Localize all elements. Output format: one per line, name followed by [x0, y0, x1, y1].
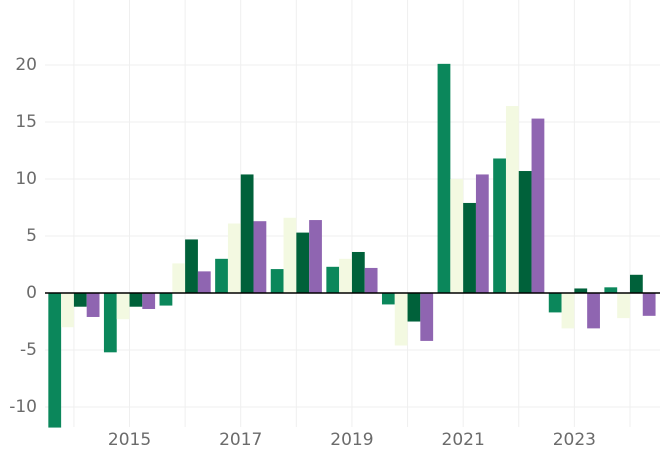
bar: [407, 293, 421, 322]
bar: [103, 293, 117, 353]
bar: [48, 293, 62, 428]
bar: [61, 293, 74, 328]
bar: [561, 293, 575, 329]
bar: [227, 223, 241, 294]
bar: [381, 293, 395, 305]
bar: [185, 239, 198, 294]
bar: [270, 269, 284, 294]
bar: [215, 258, 228, 294]
x-tick-label: 2015: [108, 430, 151, 450]
x-tick-label: 2017: [219, 430, 262, 450]
bar: [617, 293, 630, 319]
bar: [574, 288, 588, 294]
x-tick-label: 2023: [553, 430, 596, 450]
bar: [73, 293, 87, 307]
bar: [253, 221, 267, 294]
bar: [642, 293, 656, 316]
bar: [587, 293, 600, 329]
bar: [339, 258, 352, 294]
bar: [463, 202, 476, 294]
bar: [142, 293, 156, 309]
bar: [604, 287, 618, 294]
bar: [116, 293, 130, 320]
bar: [240, 174, 254, 294]
bar: [437, 63, 451, 294]
x-tick-label: 2019: [330, 430, 373, 450]
bar: [309, 220, 322, 294]
bar: [394, 293, 408, 346]
bar: [86, 293, 100, 317]
bar: [296, 232, 310, 294]
y-tick-label: 15: [15, 112, 37, 132]
bar: [629, 274, 643, 294]
y-tick-label: -10: [9, 397, 37, 417]
bar: [475, 174, 489, 294]
bar: [531, 118, 545, 294]
bar: [283, 217, 297, 294]
bar: [493, 158, 506, 294]
bar: [326, 266, 340, 294]
bar: [505, 106, 519, 294]
bar: [351, 251, 365, 294]
x-tick-label: 2021: [442, 430, 485, 450]
bar: [450, 179, 464, 294]
bar: [548, 293, 562, 313]
bar: [197, 271, 211, 294]
bar: [518, 171, 532, 294]
bar: [420, 293, 434, 341]
y-tick-label: 20: [15, 55, 37, 75]
y-tick-label: 0: [26, 283, 37, 303]
y-tick-label: 5: [26, 226, 37, 246]
bar: [172, 263, 186, 294]
bar: [129, 293, 143, 307]
bar: [364, 267, 378, 294]
y-tick-label: -5: [20, 340, 37, 360]
y-tick-label: 10: [15, 169, 37, 189]
bar: [159, 293, 173, 306]
